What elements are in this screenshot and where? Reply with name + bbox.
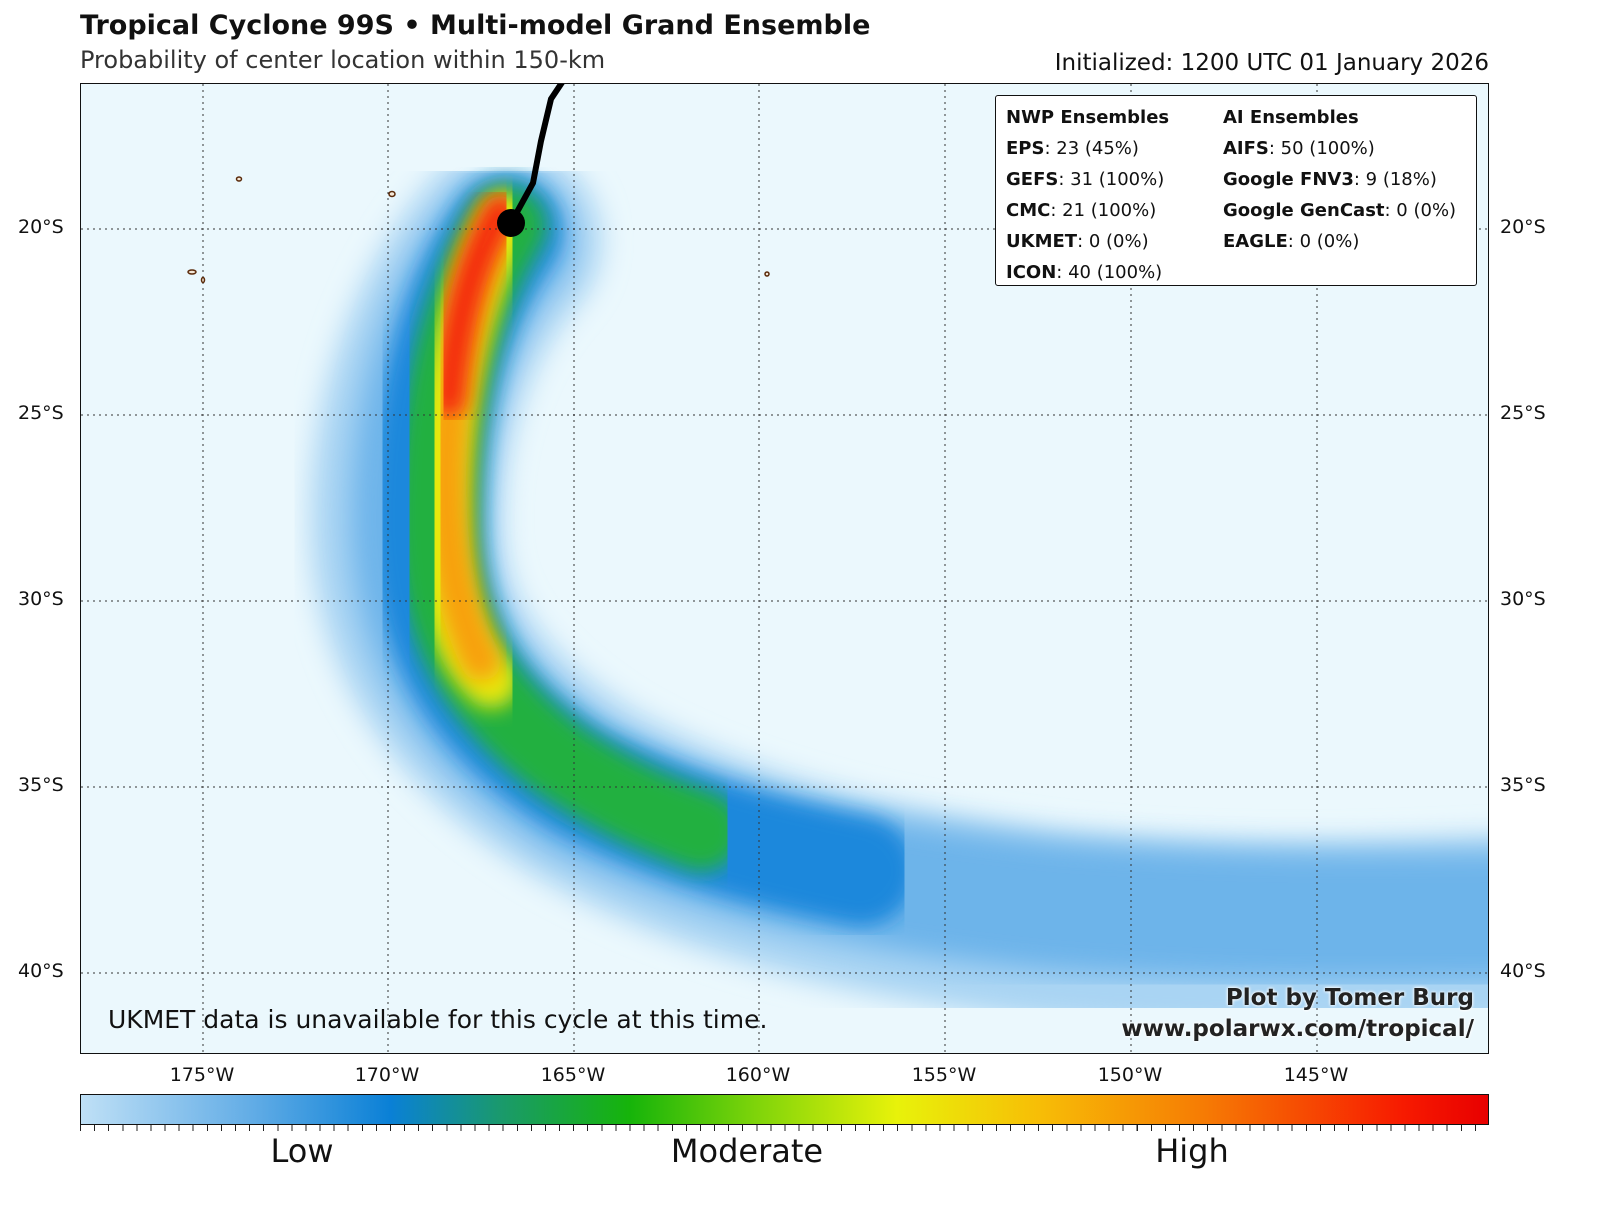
model-name: EAGLE — [1223, 231, 1288, 252]
model-count: : 23 (45%) — [1044, 138, 1139, 159]
model-name: AIFS — [1223, 138, 1269, 159]
lon-label: 175°W — [169, 1064, 235, 1086]
model-count: : 0 (0%) — [1384, 200, 1457, 221]
lon-label: 160°W — [725, 1064, 791, 1086]
lat-label-right: 20°S — [1500, 216, 1546, 238]
lon-label: 150°W — [1097, 1064, 1163, 1086]
model-count: : 40 (100%) — [1056, 262, 1163, 283]
colorbar-label-moderate: Moderate — [670, 1132, 824, 1170]
model-name: GEFS — [1006, 169, 1059, 190]
ensemble-legend: NWP Ensembles EPS: 23 (45%) GEFS: 31 (10… — [995, 95, 1477, 286]
initialized-time: Initialized: 1200 UTC 01 January 2026 — [1054, 50, 1489, 76]
model-name: Google GenCast — [1223, 200, 1385, 221]
model-count: : 0 (0%) — [1287, 231, 1360, 252]
lat-label-left: 25°S — [18, 402, 64, 424]
lat-label-left: 35°S — [18, 774, 64, 796]
lat-label-right: 40°S — [1500, 960, 1546, 982]
current-position-marker — [497, 209, 525, 237]
chart-title: Tropical Cyclone 99S • Multi-model Grand… — [80, 10, 871, 41]
ai-title: AI Ensembles — [1223, 107, 1359, 128]
colorbar — [80, 1094, 1489, 1125]
credit-author: Plot by Tomer Burg — [1225, 985, 1474, 1011]
colorbar-ticks — [80, 1125, 1489, 1131]
model-count: : 9 (18%) — [1353, 169, 1437, 190]
island-outlines — [187, 176, 770, 284]
model-count: : 0 (0%) — [1077, 231, 1149, 252]
model-count: : 21 (100%) — [1050, 200, 1157, 221]
colorbar-label-low: Low — [270, 1132, 334, 1170]
swath-red — [433, 195, 517, 417]
swath-layer — [81, 84, 1488, 1053]
credit-url: www.polarwx.com/tropical/ — [1121, 1016, 1474, 1042]
lat-label-left: 20°S — [18, 216, 64, 238]
lat-label-left: 40°S — [18, 960, 64, 982]
ukmet-note: UKMET data is unavailable for this cycle… — [108, 1005, 768, 1034]
model-count: : 31 (100%) — [1058, 169, 1165, 190]
nwp-title: NWP Ensembles — [1006, 107, 1170, 128]
lon-label: 155°W — [911, 1064, 977, 1086]
model-name: CMC — [1006, 200, 1051, 221]
lat-label-right: 30°S — [1500, 588, 1546, 610]
model-name: ICON — [1006, 262, 1057, 283]
storm-track — [508, 84, 565, 226]
lat-label-right: 25°S — [1500, 402, 1546, 424]
model-name: EPS — [1006, 138, 1045, 159]
chart-subtitle: Probability of center location within 15… — [80, 46, 606, 74]
lat-label-right: 35°S — [1500, 774, 1546, 796]
lat-label-left: 30°S — [18, 588, 64, 610]
colorbar-label-high: High — [1155, 1132, 1229, 1170]
gridlines — [81, 84, 1488, 1053]
ai-column: AI Ensembles AIFS: 50 (100%) Google FNV3… — [1223, 102, 1456, 257]
lon-label: 170°W — [354, 1064, 420, 1086]
model-count: : 50 (100%) — [1268, 138, 1375, 159]
nwp-column: NWP Ensembles EPS: 23 (45%) GEFS: 31 (10… — [1006, 102, 1169, 288]
lon-label: 145°W — [1283, 1064, 1349, 1086]
lon-label: 165°W — [540, 1064, 606, 1086]
model-name: Google FNV3 — [1223, 169, 1354, 190]
model-name: UKMET — [1006, 231, 1078, 252]
